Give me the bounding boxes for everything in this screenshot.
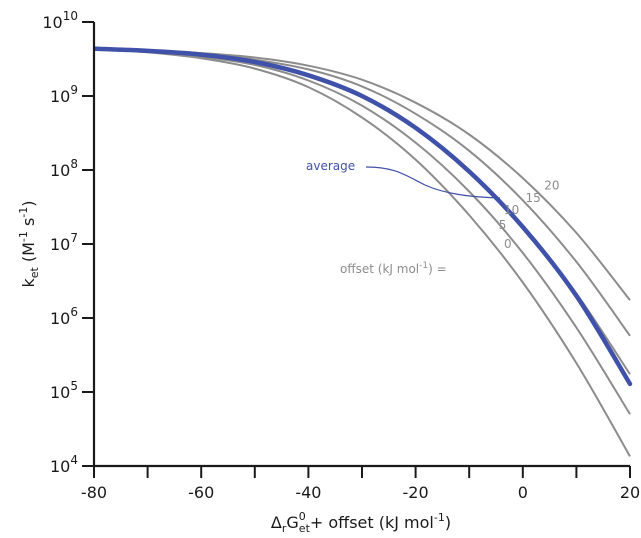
series-offset-0 bbox=[94, 47, 631, 457]
offset-value-label-0: 0 bbox=[504, 237, 512, 251]
y-tick-label: 109 bbox=[50, 83, 78, 106]
average-leader-line bbox=[365, 166, 501, 199]
x-axis-title: ΔrG0 et+ offset (kJ mol-1) bbox=[271, 510, 451, 535]
offset-prefix-label: offset (kJ mol-1) = bbox=[340, 261, 447, 276]
y-tick-label: 105 bbox=[50, 379, 78, 402]
x-tick-label: -60 bbox=[188, 483, 214, 502]
offset-value-label-20: 20 bbox=[544, 179, 559, 193]
curves-group bbox=[94, 46, 633, 457]
y-tick-label: 106 bbox=[50, 305, 78, 328]
x-tick-label: -40 bbox=[295, 483, 321, 502]
offset-value-label-10: 10 bbox=[504, 203, 519, 217]
series-offset-5 bbox=[94, 47, 631, 415]
y-tick-label: 1010 bbox=[42, 9, 78, 32]
curves-clipped bbox=[94, 46, 633, 457]
y-tick-label: 104 bbox=[50, 453, 78, 476]
y-axis-title: ket (M-1 s-1) bbox=[17, 200, 41, 287]
x-tick-label: 20 bbox=[620, 483, 640, 502]
offset-value-label-5: 5 bbox=[499, 218, 507, 232]
y-tick-label: 108 bbox=[50, 157, 78, 180]
y-tick-label: 107 bbox=[50, 231, 78, 254]
x-tick-label: -20 bbox=[403, 483, 429, 502]
offset-value-label-15: 15 bbox=[526, 191, 541, 205]
axes-group bbox=[92, 22, 630, 468]
ticks-group: -80 -60 -40 -20 0 20 1010 109 108 107 106 105 104 bbox=[42, 9, 640, 502]
x-tick-label: -80 bbox=[81, 483, 107, 502]
average-label: average bbox=[306, 159, 355, 173]
x-tick-label: 0 bbox=[518, 483, 528, 502]
series-average bbox=[94, 46, 633, 387]
